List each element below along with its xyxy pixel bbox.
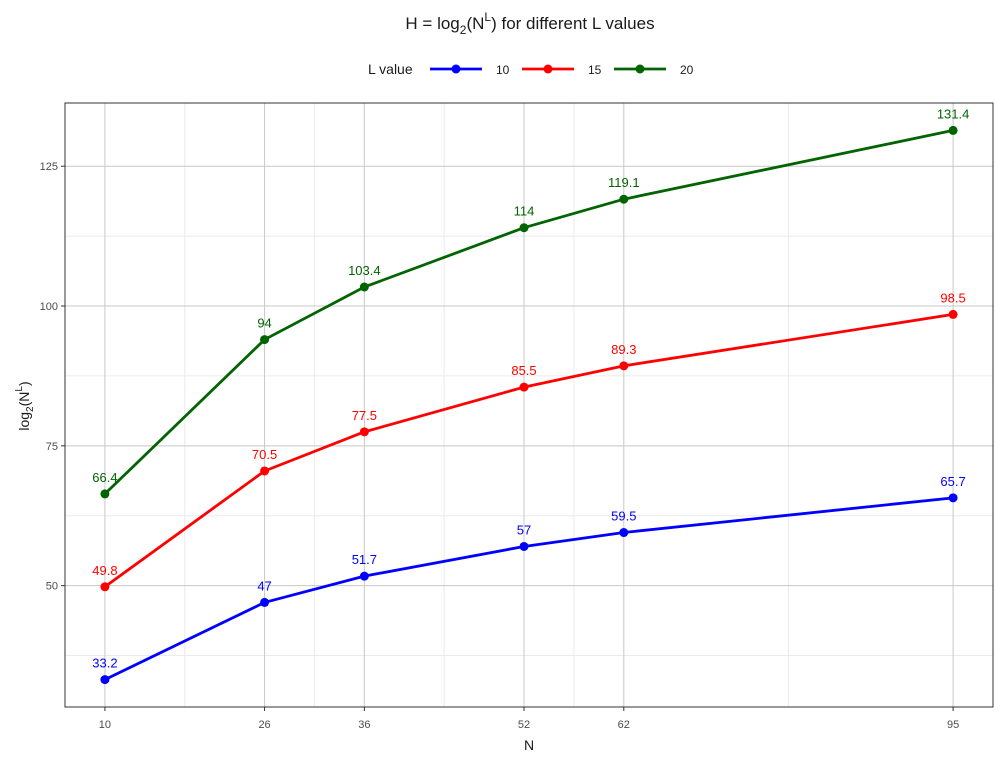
data-point-10 xyxy=(619,528,629,538)
data-point-20 xyxy=(619,194,629,204)
data-point-10 xyxy=(359,571,369,581)
x-tick-label: 10 xyxy=(99,719,111,731)
data-point-10 xyxy=(519,541,529,551)
y-axis-title: log2(NL) xyxy=(14,381,36,430)
chart-title: H = log2(NL) for different L values xyxy=(405,10,654,37)
data-point-15 xyxy=(100,582,110,592)
series-line-15 xyxy=(104,313,954,588)
data-label-20: 119.1 xyxy=(608,175,640,190)
data-point-15 xyxy=(359,427,369,437)
data-point-20 xyxy=(359,282,369,292)
series-line-20 xyxy=(103,129,954,495)
data-point-15 xyxy=(260,466,270,476)
data-label-15: 49.8 xyxy=(92,563,117,578)
data-label-10: 57 xyxy=(517,522,531,537)
data-label-20: 66.4 xyxy=(92,470,117,485)
data-point-20 xyxy=(948,125,958,135)
data-label-15: 70.5 xyxy=(252,447,277,462)
data-label-20: 114 xyxy=(514,204,535,219)
data-point-10 xyxy=(100,675,110,685)
plot-area: 33.2 47 51.7 57 59.5 65.7 49.8 70.5 77.5 85.5 89.3… xyxy=(64,102,994,708)
data-label-15: 85.5 xyxy=(511,363,536,378)
legend-key-point-15 xyxy=(543,64,553,74)
x-tick-label: 62 xyxy=(618,719,630,731)
data-point-10 xyxy=(948,493,958,503)
data-point-15 xyxy=(948,309,958,319)
data-point-20 xyxy=(519,223,529,233)
x-tick-label: 52 xyxy=(518,719,530,731)
y-tick-label: 50 xyxy=(46,581,58,593)
y-tick-label: 125 xyxy=(40,161,58,173)
series-line-10 xyxy=(104,496,954,681)
legend-label-10: 10 xyxy=(496,63,510,77)
data-point-20 xyxy=(260,335,270,345)
data-label-10: 59.5 xyxy=(611,509,636,524)
data-label-10: 33.2 xyxy=(92,656,117,671)
data-point-15 xyxy=(519,382,529,392)
x-tick-label: 36 xyxy=(358,719,370,731)
data-label-20: 103.4 xyxy=(348,263,381,278)
legend-label-15: 15 xyxy=(588,63,602,77)
data-label-10: 47 xyxy=(257,578,271,593)
y-tick-label: 100 xyxy=(40,301,58,313)
data-point-15 xyxy=(619,361,629,371)
data-label-15: 89.3 xyxy=(611,342,636,357)
x-tick-label: 26 xyxy=(258,719,270,731)
legend-key-point-20 xyxy=(635,64,645,74)
data-label-20: 131.4 xyxy=(937,106,970,121)
legend-key-point-10 xyxy=(451,64,461,74)
data-label-10: 65.7 xyxy=(940,474,965,489)
legend-label-20: 20 xyxy=(680,63,694,77)
data-label-15: 98.5 xyxy=(940,290,965,305)
plot-border xyxy=(64,102,994,708)
legend-title: L value xyxy=(368,61,413,77)
legend: L value 10 15 20 xyxy=(368,61,694,77)
data-label-20: 94 xyxy=(257,316,271,331)
data-point-20 xyxy=(100,489,110,499)
data-point-10 xyxy=(260,597,270,607)
x-tick-label: 95 xyxy=(947,719,959,731)
x-axis-title: N xyxy=(524,737,534,753)
data-label-10: 51.7 xyxy=(352,552,377,567)
data-label-15: 77.5 xyxy=(352,408,377,423)
y-tick-label: 75 xyxy=(46,441,58,453)
